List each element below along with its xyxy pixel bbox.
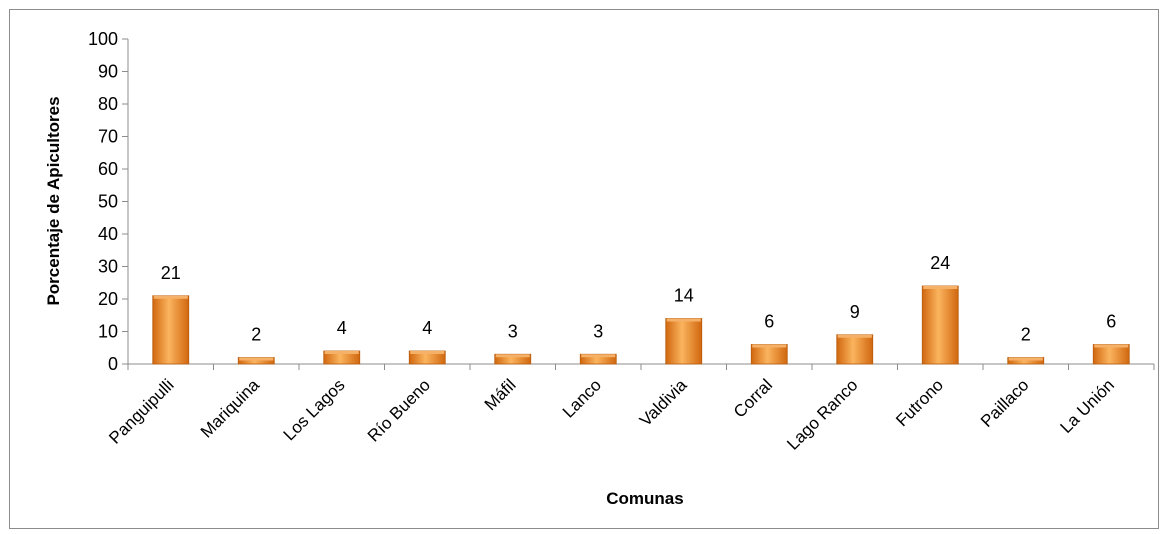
chart-frame — [9, 9, 1159, 529]
bar — [836, 334, 874, 365]
x-tick-label: Panguipulli — [105, 375, 177, 447]
y-axis: 0 10 20 30 40 50 60 70 80 90 100 — [88, 29, 129, 374]
y-tick-label: 20 — [98, 289, 118, 309]
y-tick-label: 90 — [98, 62, 118, 82]
data-label: 21 — [161, 263, 181, 283]
y-tick-label: 50 — [98, 192, 118, 212]
y-tick-label: 60 — [98, 159, 118, 179]
x-tick-label: Lanco — [559, 375, 605, 421]
bar-highlight — [324, 351, 359, 354]
x-tick-label: Los Lagos — [280, 375, 349, 444]
y-tick-label: 70 — [98, 127, 118, 147]
x-tick-label: Paillaco — [977, 375, 1033, 431]
x-tick-label: Lago Ranco — [783, 375, 861, 453]
bar-highlight — [239, 357, 274, 361]
data-label: 4 — [337, 318, 347, 338]
data-label: 6 — [764, 312, 774, 332]
data-label: 2 — [251, 325, 261, 345]
y-axis-title: Porcentaje de Apicultores — [44, 96, 63, 305]
bar-highlight — [581, 354, 616, 358]
bar — [921, 285, 959, 365]
bar-highlight — [1008, 357, 1043, 361]
y-tick-label: 10 — [98, 322, 118, 342]
data-label: 3 — [508, 321, 518, 341]
y-tick-label: 30 — [98, 257, 118, 277]
bar — [152, 295, 190, 365]
bars — [152, 285, 1130, 365]
bar-highlight — [1094, 344, 1129, 348]
x-tick-label: La Unión — [1057, 375, 1119, 437]
x-axis: Panguipulli Mariquina Los Lagos Río Bueno Má… — [105, 363, 1155, 454]
bar — [665, 318, 703, 365]
bar-highlight — [153, 295, 188, 299]
data-label: 14 — [674, 286, 694, 306]
bar-highlight — [837, 334, 872, 338]
bar-highlight — [410, 351, 445, 354]
bar-highlight — [752, 344, 787, 348]
data-label: 9 — [850, 302, 860, 322]
bar-highlight — [666, 318, 701, 322]
bar-highlight — [923, 286, 958, 289]
x-tick-label: Máfil — [481, 375, 520, 414]
x-tick-label: Valdivia — [636, 375, 691, 430]
data-label: 24 — [930, 253, 950, 273]
y-tick-label: 100 — [88, 29, 118, 49]
x-tick-label: Futrono — [892, 375, 947, 430]
bar-highlight — [495, 354, 530, 358]
y-tick-label: 80 — [98, 94, 118, 114]
y-tick-label: 40 — [98, 224, 118, 244]
data-label: 6 — [1106, 312, 1116, 332]
data-label: 4 — [422, 318, 432, 338]
x-axis-title: Comunas — [606, 489, 683, 508]
y-tick-label: 0 — [108, 354, 118, 374]
data-label: 2 — [1021, 325, 1031, 345]
x-tick-label: Mariquina — [197, 375, 264, 442]
x-tick-label: Río Bueno — [364, 375, 434, 445]
data-label: 3 — [593, 321, 603, 341]
x-tick-label: Corral — [730, 375, 776, 421]
